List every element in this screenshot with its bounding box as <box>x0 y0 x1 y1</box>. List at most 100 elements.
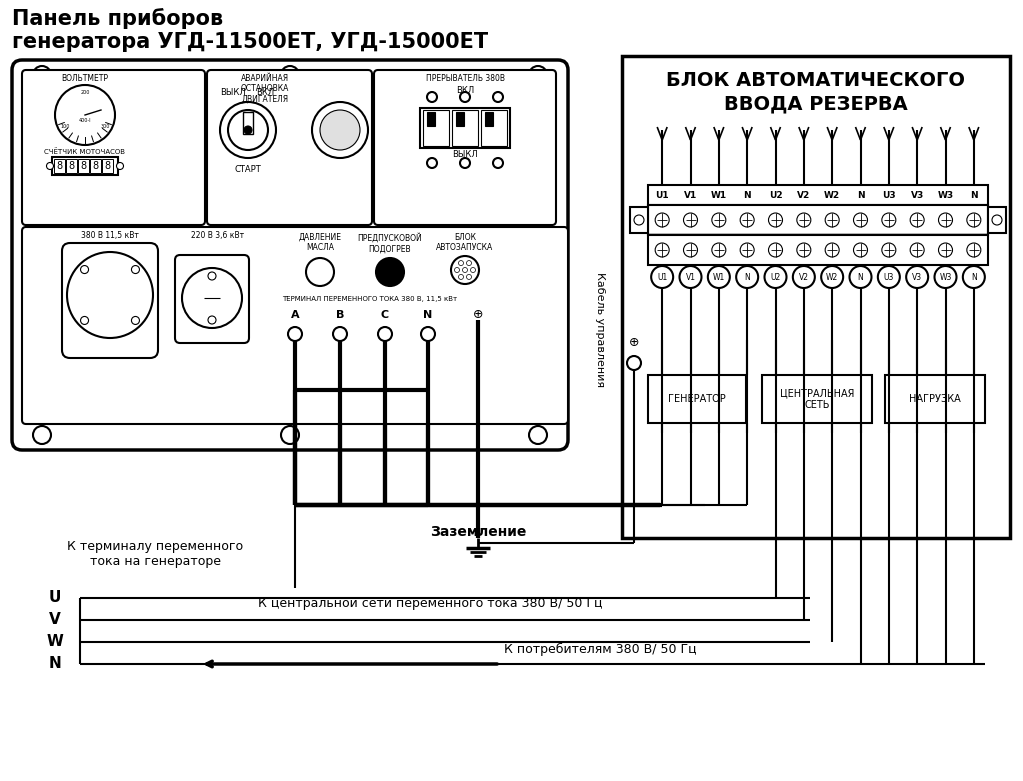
Circle shape <box>281 426 299 444</box>
Circle shape <box>208 272 216 280</box>
Circle shape <box>853 243 868 257</box>
Circle shape <box>878 266 900 288</box>
Bar <box>66 159 77 173</box>
Circle shape <box>471 268 476 273</box>
Text: N: N <box>971 273 977 281</box>
Bar <box>630 207 648 233</box>
Circle shape <box>529 66 547 84</box>
Circle shape <box>963 266 985 288</box>
Circle shape <box>679 266 702 288</box>
Text: АВАРИЙНАЯ
ОСТАНОВКА
ДВИГАТЕЛЯ: АВАРИЙНАЯ ОСТАНОВКА ДВИГАТЕЛЯ <box>240 74 290 104</box>
Circle shape <box>934 266 957 288</box>
Circle shape <box>132 316 139 324</box>
FancyBboxPatch shape <box>23 227 568 424</box>
Circle shape <box>853 213 868 227</box>
Text: N: N <box>49 657 61 672</box>
FancyBboxPatch shape <box>175 255 249 343</box>
Circle shape <box>220 102 276 158</box>
Text: ВКЛ: ВКЛ <box>256 88 274 97</box>
Circle shape <box>182 268 242 328</box>
Circle shape <box>797 213 811 227</box>
Circle shape <box>768 213 783 227</box>
Bar <box>420 108 510 148</box>
Text: К терминалу переменного
тока на генераторе: К терминалу переменного тока на генерато… <box>66 540 243 568</box>
Circle shape <box>312 102 368 158</box>
Circle shape <box>967 213 981 227</box>
Circle shape <box>421 327 435 341</box>
Text: V2: V2 <box>799 273 809 281</box>
Circle shape <box>741 243 754 257</box>
Text: W3: W3 <box>939 273 951 281</box>
Circle shape <box>132 266 139 273</box>
Text: СТАРТ: СТАРТ <box>234 165 261 174</box>
Circle shape <box>320 110 360 150</box>
Text: ВОЛЬТМЕТР: ВОЛЬТМЕТР <box>61 74 108 83</box>
Bar <box>90 159 101 173</box>
Bar <box>648 375 746 423</box>
Circle shape <box>683 213 698 227</box>
Bar <box>427 112 435 126</box>
Circle shape <box>910 213 924 227</box>
Circle shape <box>466 261 472 266</box>
Bar <box>648 185 988 205</box>
Circle shape <box>81 266 89 273</box>
Text: W3: W3 <box>937 191 953 199</box>
Text: НАГРУЗКА: НАГРУЗКА <box>909 394 961 404</box>
Text: ПРЕДПУСКОВОЙ
ПОДОГРЕВ: ПРЕДПУСКОВОЙ ПОДОГРЕВ <box>358 233 422 253</box>
Circle shape <box>764 266 787 288</box>
Circle shape <box>333 327 347 341</box>
Text: U3: U3 <box>884 273 894 281</box>
Circle shape <box>826 243 839 257</box>
Circle shape <box>281 66 299 84</box>
Text: N: N <box>970 191 978 199</box>
Circle shape <box>938 243 952 257</box>
Circle shape <box>458 274 463 280</box>
Text: V1: V1 <box>685 273 696 281</box>
Text: C: C <box>381 310 389 320</box>
Circle shape <box>306 258 333 286</box>
Circle shape <box>910 243 924 257</box>
Bar <box>243 112 253 134</box>
Circle shape <box>33 426 51 444</box>
Text: К потребителям 380 В/ 50 Гц: К потребителям 380 В/ 50 Гц <box>503 643 697 656</box>
Bar <box>102 159 113 173</box>
Bar <box>54 159 65 173</box>
Text: V1: V1 <box>683 191 697 199</box>
Text: ВЫКЛ: ВЫКЛ <box>452 150 478 159</box>
Circle shape <box>379 327 392 341</box>
Circle shape <box>376 258 404 286</box>
Text: 220 В 3,6 кВт: 220 В 3,6 кВт <box>191 231 244 240</box>
Circle shape <box>427 92 437 102</box>
Circle shape <box>228 110 268 150</box>
Text: 300: 300 <box>100 124 109 130</box>
Text: 380 В 11,5 кВт: 380 В 11,5 кВт <box>81 231 139 240</box>
Circle shape <box>768 243 783 257</box>
Bar <box>456 112 464 126</box>
Text: V3: V3 <box>913 273 922 281</box>
Text: ГЕНЕРАТОР: ГЕНЕРАТОР <box>668 394 726 404</box>
Text: V2: V2 <box>797 191 810 199</box>
Circle shape <box>797 243 811 257</box>
Bar <box>485 112 493 126</box>
Text: 200: 200 <box>81 91 90 95</box>
Circle shape <box>458 261 463 266</box>
Bar <box>988 207 1006 233</box>
Text: 8: 8 <box>81 161 87 171</box>
Circle shape <box>627 356 641 370</box>
Text: W1: W1 <box>713 273 725 281</box>
Text: ВЫКЛ: ВЫКЛ <box>220 88 246 97</box>
Text: 100: 100 <box>60 124 70 130</box>
Circle shape <box>712 243 726 257</box>
Text: W: W <box>47 634 63 650</box>
Circle shape <box>821 266 843 288</box>
Circle shape <box>55 85 115 145</box>
Bar <box>648 235 988 265</box>
Text: ⊕: ⊕ <box>473 308 483 321</box>
FancyBboxPatch shape <box>12 60 568 450</box>
Text: N: N <box>857 273 863 281</box>
Text: ТЕРМИНАЛ ПЕРЕМЕННОГО ТОКА 380 В, 11,5 кВт: ТЕРМИНАЛ ПЕРЕМЕННОГО ТОКА 380 В, 11,5 кВ… <box>282 296 457 302</box>
Circle shape <box>652 266 673 288</box>
Text: B: B <box>336 310 344 320</box>
Text: A: A <box>291 310 300 320</box>
Circle shape <box>460 92 470 102</box>
